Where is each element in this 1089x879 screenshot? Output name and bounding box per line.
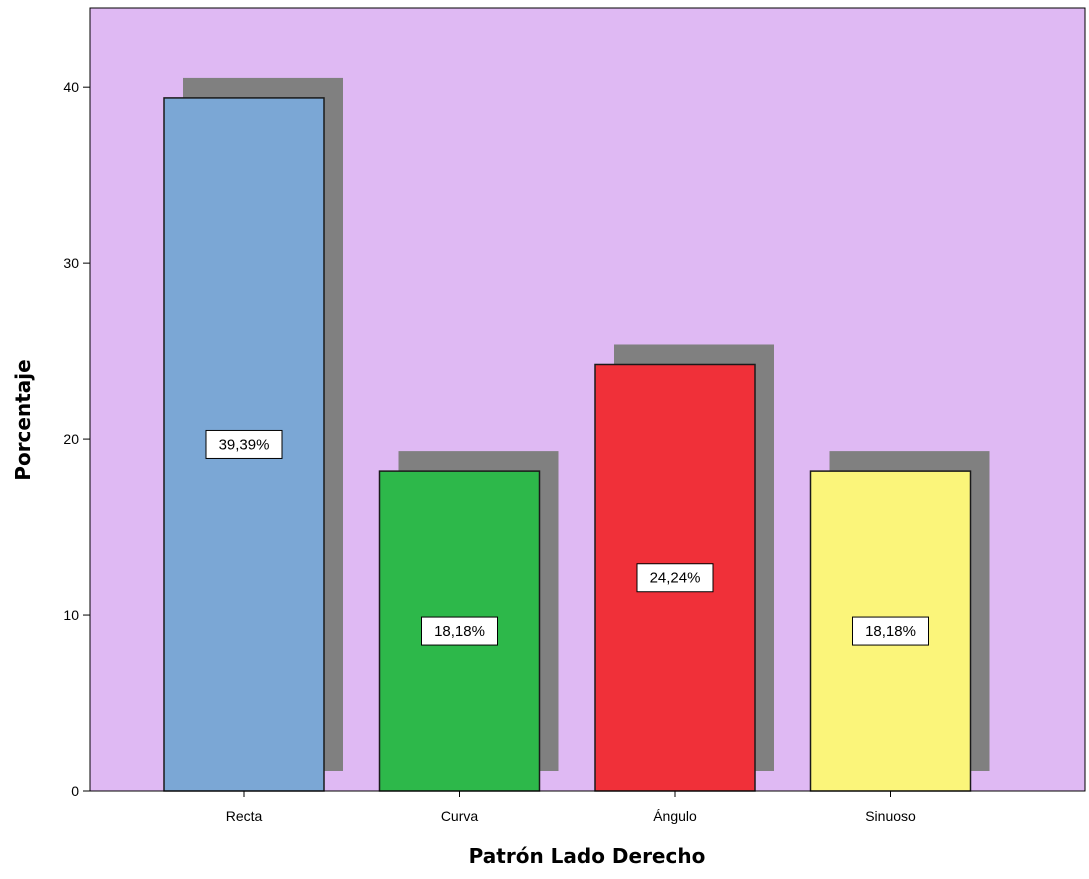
y-tick-label: 40 <box>63 79 79 95</box>
x-tick-label: Sinuoso <box>865 808 916 824</box>
x-axis-title: Patrón Lado Derecho <box>469 844 706 868</box>
y-tick-label: 30 <box>63 255 79 271</box>
bar <box>378 470 541 792</box>
x-tick-label: Recta <box>226 808 263 824</box>
x-tick-label: Curva <box>441 808 479 824</box>
data-label: 18,18% <box>865 623 916 640</box>
y-tick-label: 10 <box>63 607 79 623</box>
data-label-box <box>421 616 498 646</box>
data-label: 24,24% <box>650 570 701 587</box>
y-tick-label: 20 <box>63 431 79 447</box>
data-label: 39,39% <box>219 436 270 453</box>
data-label-box <box>852 616 929 646</box>
data-label-box <box>205 429 283 459</box>
data-label: 18,18% <box>434 623 485 640</box>
x-tick-label: Ángulo <box>653 808 697 824</box>
y-axis-title: Porcentaje <box>11 359 35 480</box>
data-label-box <box>636 563 714 593</box>
y-tick-label: 0 <box>71 783 79 799</box>
